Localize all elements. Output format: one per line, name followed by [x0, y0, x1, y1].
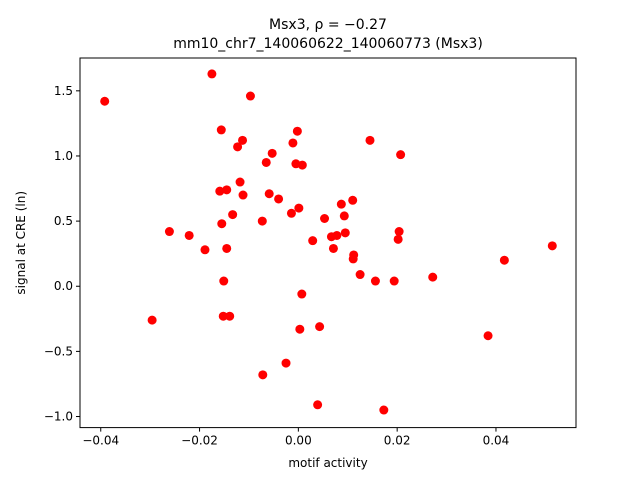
data-point — [264, 189, 274, 199]
data-point — [320, 214, 330, 223]
data-point — [295, 324, 305, 334]
data-point — [216, 125, 226, 135]
x-axis-label: motif activity — [288, 456, 367, 470]
data-point — [348, 254, 358, 264]
data-point — [225, 311, 235, 321]
data-point — [297, 289, 307, 299]
data-point — [389, 276, 399, 286]
data-point — [379, 405, 389, 415]
x-axis-ticks: −0.04 −0.02 0.00 0.02 0.04 — [82, 427, 510, 448]
data-points — [100, 69, 557, 415]
x-tick-label: 0.04 — [483, 434, 510, 448]
x-tick-label: 0.00 — [285, 434, 312, 448]
data-point — [355, 270, 365, 280]
data-point — [348, 195, 358, 205]
data-point — [219, 276, 229, 286]
data-point — [258, 370, 268, 380]
y-tick-label: 1.0 — [54, 149, 73, 163]
data-point — [261, 157, 271, 167]
data-point — [233, 142, 243, 152]
data-point — [292, 126, 302, 136]
data-point — [394, 227, 404, 237]
data-point — [100, 96, 110, 106]
chart-title-line1: Msx3, ρ = −0.27 — [269, 17, 387, 33]
data-point — [200, 245, 210, 255]
data-point — [274, 194, 284, 204]
data-point — [339, 211, 349, 221]
data-point — [315, 322, 325, 332]
data-point — [245, 91, 255, 101]
data-point — [499, 255, 509, 265]
data-point — [222, 243, 232, 253]
data-point — [238, 135, 248, 145]
chart-title-line2: mm10_chr7_140060622_140060773 (Msx3) — [173, 36, 483, 52]
data-point — [308, 236, 318, 246]
y-tick-label: 0.0 — [54, 279, 73, 293]
data-point — [238, 190, 248, 200]
data-point — [328, 243, 338, 253]
data-point — [313, 400, 323, 410]
data-point — [281, 358, 291, 368]
x-tick-label: −0.04 — [82, 434, 119, 448]
x-tick-label: −0.02 — [181, 434, 218, 448]
data-point — [207, 69, 217, 79]
data-point — [428, 272, 438, 282]
data-point — [297, 160, 307, 170]
data-point — [286, 208, 296, 218]
data-point — [235, 177, 245, 187]
plot-frame — [79, 57, 577, 429]
y-axis-label: signal at CRE (ln) — [14, 191, 28, 295]
data-point — [336, 199, 346, 209]
data-point — [340, 228, 350, 238]
data-point — [294, 203, 304, 213]
data-point — [365, 135, 375, 145]
data-point — [222, 185, 232, 195]
data-point — [393, 234, 403, 244]
y-tick-label: 1.5 — [54, 84, 73, 98]
data-point — [267, 148, 277, 158]
data-point — [370, 276, 380, 286]
y-tick-label: −1.0 — [44, 410, 73, 424]
data-point — [332, 230, 342, 240]
data-point — [547, 241, 557, 251]
data-point — [147, 315, 157, 325]
data-point — [215, 186, 225, 196]
y-axis-ticks: −1.0 −0.5 0.0 0.5 1.0 1.5 — [44, 84, 80, 424]
data-point — [184, 230, 194, 240]
data-point — [483, 331, 493, 341]
data-point — [396, 150, 406, 160]
data-point — [164, 227, 174, 237]
y-tick-label: −0.5 — [44, 344, 73, 358]
data-point — [257, 216, 267, 226]
data-point — [228, 210, 238, 220]
y-tick-label: 0.5 — [54, 214, 73, 228]
data-point — [217, 219, 227, 229]
data-point — [288, 138, 298, 148]
data-point — [218, 311, 228, 321]
x-tick-label: 0.02 — [384, 434, 411, 448]
